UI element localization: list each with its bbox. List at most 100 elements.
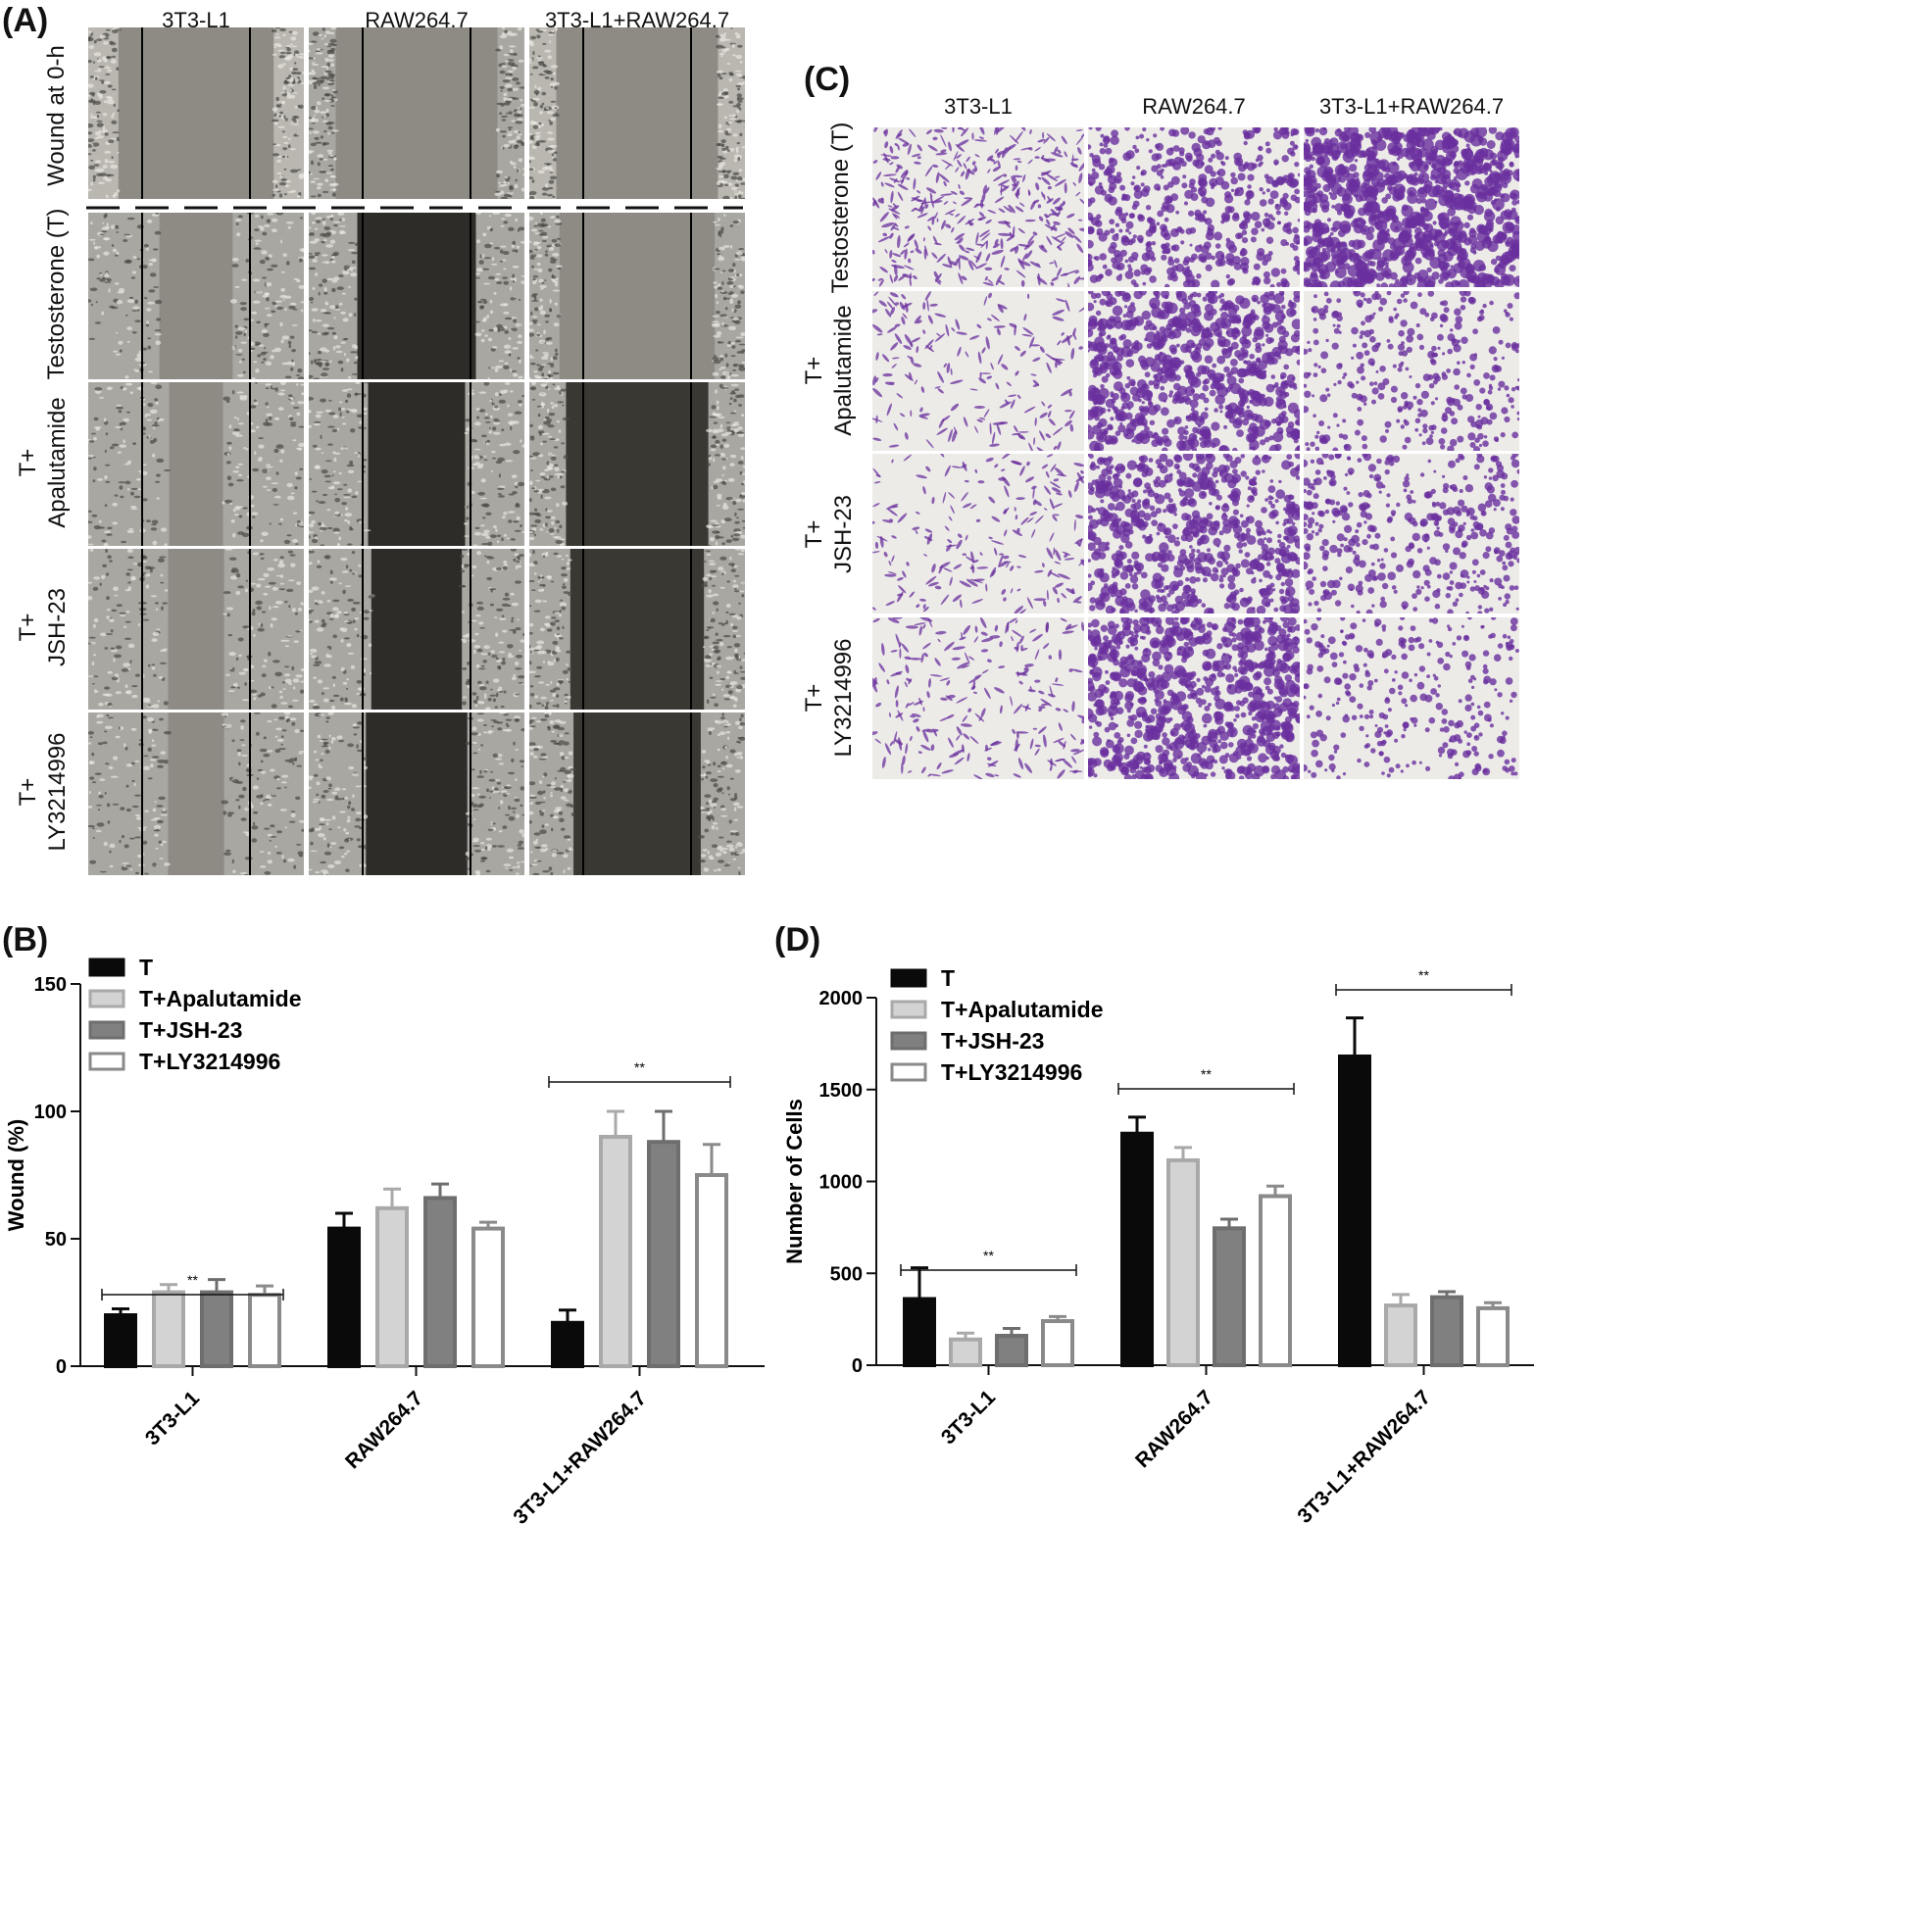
bar (1259, 1194, 1292, 1367)
x-tick-label: 3T3-L1 (937, 1386, 1000, 1449)
scratch-micrograph-raw264-7-row-4 (309, 549, 524, 710)
legend-label: T+LY3214996 (941, 1059, 1082, 1085)
x-tick-label: 3T3-L1 (141, 1387, 204, 1449)
scratch-micrograph-3t3-l1-raw264-7-row-2 (529, 213, 745, 379)
legend-swatch (890, 968, 927, 988)
panel-a-row-label-5: T+ LY3214996 (15, 732, 71, 852)
scratch-micrograph-3t3-l1-raw264-7-row-5 (529, 712, 745, 875)
y-tick-label: 500 (830, 1263, 863, 1285)
bar (903, 1297, 936, 1367)
significance-label: ** (1418, 967, 1429, 983)
significance-label: ** (187, 1272, 198, 1288)
panel-d-label: (D) (774, 921, 821, 958)
legend-swatch (890, 1062, 927, 1082)
legend-swatch (890, 1000, 927, 1019)
transwell-micrograph-3t3-l1-raw264-7-row-2 (1304, 291, 1519, 451)
legend-label: T (941, 965, 955, 991)
legend-swatch (88, 1052, 125, 1071)
panel-a-label: (A) (2, 2, 49, 39)
legend-swatch (88, 958, 125, 977)
y-axis-label: Wound (%) (4, 1119, 28, 1231)
panel-a-row-label-2: Testosterone (T) (43, 208, 70, 380)
panel-b-label: (B) (2, 921, 49, 958)
bar (104, 1313, 137, 1368)
legend-label: T+Apalutamide (941, 997, 1104, 1022)
bar (1213, 1226, 1246, 1367)
y-tick-label: 2000 (819, 988, 864, 1009)
dashed-divider (86, 206, 743, 210)
bar (1041, 1319, 1074, 1367)
bar (1476, 1305, 1510, 1367)
bar (1120, 1131, 1154, 1367)
transwell-micrograph-3t3-l1-row-1 (872, 127, 1084, 287)
legend-label: T+JSH-23 (139, 1017, 242, 1043)
significance-label: ** (983, 1248, 994, 1263)
bar (375, 1205, 409, 1368)
bar (599, 1135, 632, 1368)
panel-c-column-header-3: 3T3-L1+RAW264.7 (1318, 94, 1505, 119)
scratch-micrograph-3t3-l1-raw264-7-row-1 (529, 27, 745, 199)
legend-label: T+JSH-23 (941, 1028, 1044, 1054)
x-tick-label: RAW264.7 (1131, 1386, 1217, 1472)
transwell-micrograph-3t3-l1-raw264-7-row-4 (1304, 617, 1519, 779)
bar (1338, 1055, 1371, 1367)
y-tick-label: 150 (34, 974, 67, 996)
scratch-micrograph-3t3-l1-row-1 (88, 27, 304, 199)
panel-c-row-label-3: T+ JSH-23 (801, 494, 857, 574)
panel-c-row-label-4: T+ LY3214996 (801, 638, 857, 758)
wound-closure-bar-chart: 0 50 100 150 Wound (%) 3T3-L1 RAW264.7 3T3-L1+R… (4, 955, 765, 1529)
y-tick-label: 50 (45, 1229, 67, 1251)
panel-c-label: (C) (804, 61, 851, 98)
y-tick-label: 100 (34, 1102, 67, 1123)
panel-a-row-label-1: Wound at 0-h (43, 45, 70, 186)
scratch-micrograph-raw264-7-row-5 (309, 712, 524, 875)
y-tick-label: 1500 (819, 1080, 864, 1102)
bar (695, 1173, 728, 1368)
transwell-micrograph-raw264-7-row-1 (1088, 127, 1300, 287)
panel-c-row-label-1: Testosterone (T) (827, 122, 854, 294)
transwell-micrograph-3t3-l1-row-2 (872, 291, 1084, 451)
bar (1430, 1295, 1463, 1367)
bar (551, 1320, 584, 1368)
transwell-micrograph-3t3-l1-row-3 (872, 454, 1084, 614)
panel-c-row-label-2: T+ Apalutamide (801, 305, 857, 436)
bar (200, 1290, 233, 1369)
panel-a-row-label-3: T+ Apalutamide (15, 397, 71, 528)
y-tick-label: 0 (56, 1356, 67, 1378)
transwell-micrograph-3t3-l1-row-4 (872, 617, 1084, 779)
bar (152, 1290, 185, 1369)
scratch-micrograph-3t3-l1-row-3 (88, 382, 304, 546)
cell-migration-bar-chart: 0 500 1000 1500 2000 Number of Cells 3T3-L1 RAW… (782, 965, 1534, 1528)
bar (327, 1226, 361, 1368)
bar (471, 1226, 505, 1368)
legend-label: T+LY3214996 (139, 1049, 280, 1074)
legend-swatch (88, 1020, 125, 1040)
scratch-micrograph-3t3-l1-row-2 (88, 213, 304, 379)
scratch-micrograph-raw264-7-row-1 (309, 27, 524, 199)
panel-c-column-header-1: 3T3-L1 (944, 94, 1013, 119)
significance-label: ** (1201, 1066, 1212, 1082)
significance-label: ** (634, 1059, 645, 1075)
scratch-micrograph-3t3-l1-raw264-7-row-3 (529, 382, 745, 546)
y-tick-label: 1000 (819, 1172, 864, 1194)
transwell-micrograph-3t3-l1-raw264-7-row-1 (1304, 127, 1519, 287)
scratch-micrograph-3t3-l1-row-4 (88, 549, 304, 710)
transwell-micrograph-3t3-l1-raw264-7-row-3 (1304, 454, 1519, 614)
scratch-micrograph-3t3-l1-raw264-7-row-4 (529, 549, 745, 710)
bar (248, 1293, 281, 1369)
panel-a-row-label-4: T+ JSH-23 (15, 587, 71, 667)
panel-c-column-header-2: RAW264.7 (1142, 94, 1246, 119)
bar (1384, 1303, 1417, 1367)
transwell-micrograph-raw264-7-row-4 (1088, 617, 1300, 779)
transwell-micrograph-raw264-7-row-2 (1088, 291, 1300, 451)
legend-label: T (139, 955, 153, 980)
bar (949, 1337, 982, 1367)
y-tick-label: 0 (852, 1355, 863, 1377)
legend-swatch (890, 1031, 927, 1051)
x-tick-label: 3T3-L1+RAW264.7 (509, 1387, 651, 1529)
legend-label: T+Apalutamide (139, 986, 302, 1011)
legend-swatch (88, 989, 125, 1008)
scratch-micrograph-raw264-7-row-3 (309, 382, 524, 546)
x-tick-label: RAW264.7 (341, 1387, 427, 1473)
x-tick-label: 3T3-L1+RAW264.7 (1293, 1386, 1435, 1528)
